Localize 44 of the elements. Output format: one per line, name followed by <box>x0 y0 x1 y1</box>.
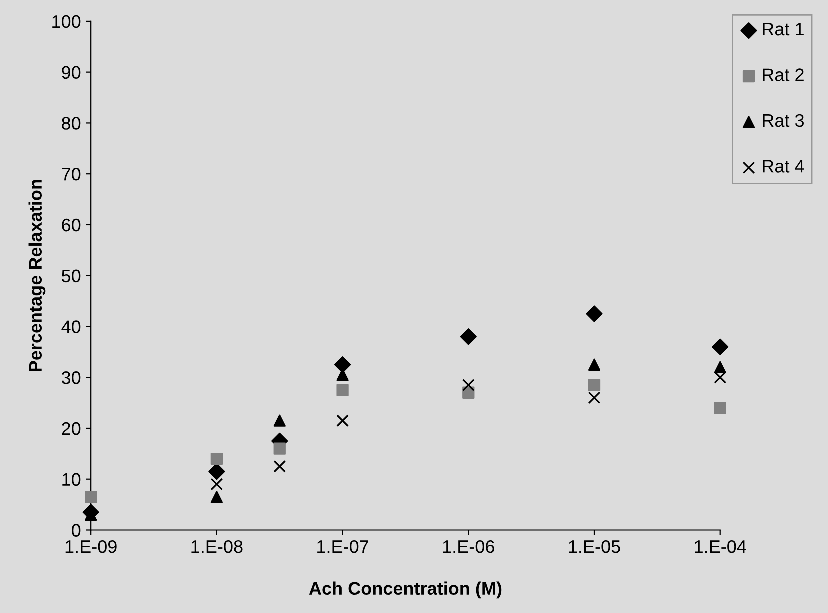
point <box>588 392 601 404</box>
point <box>85 491 98 504</box>
y-axis-title: Percentage Relaxation <box>28 180 46 372</box>
point <box>274 442 286 455</box>
point <box>714 371 727 384</box>
point <box>210 452 224 466</box>
point <box>210 491 224 504</box>
y-tick-label: 70 <box>62 168 81 181</box>
point <box>588 379 601 392</box>
y-tick-label: 40 <box>62 320 81 334</box>
legend-label: Rat 3 <box>763 114 804 128</box>
legend-label: Rat 2 <box>763 68 804 82</box>
y-tick-label: 20 <box>62 422 81 436</box>
x-axis-title: Ach Concentration (M) <box>309 582 502 599</box>
point <box>460 328 477 346</box>
point <box>712 338 729 356</box>
legend-label: Rat 4 <box>763 160 804 173</box>
y-tick-label: 80 <box>62 117 81 130</box>
y-tick-label: 50 <box>62 270 81 283</box>
point <box>210 478 224 491</box>
point <box>586 306 603 322</box>
point <box>274 414 286 427</box>
x-tick-label: 1.E-09 <box>66 540 117 554</box>
y-tick-label: 30 <box>62 372 81 384</box>
legend-label: Rat 1 <box>763 23 804 36</box>
y-tick-label: 10 <box>62 473 81 486</box>
point <box>714 402 726 414</box>
point <box>208 463 226 480</box>
y-tick-label: 0 <box>72 524 81 537</box>
point <box>274 460 286 473</box>
point <box>334 356 352 374</box>
y-tick-label: 100 <box>52 15 81 28</box>
point <box>336 384 349 396</box>
point <box>714 361 726 374</box>
y-tick-label: 90 <box>62 66 81 80</box>
point <box>588 358 601 371</box>
x-tick-label: 1.E-07 <box>318 540 368 554</box>
y-tick-label: 60 <box>62 218 81 232</box>
point <box>336 414 350 428</box>
x-tick-label: 1.E-06 <box>443 540 494 554</box>
x-tick-label: 1.E-05 <box>569 540 620 554</box>
x-tick-label: 1.E-04 <box>695 540 746 554</box>
x-tick-label: 1.E-08 <box>192 540 243 554</box>
point <box>462 379 475 392</box>
